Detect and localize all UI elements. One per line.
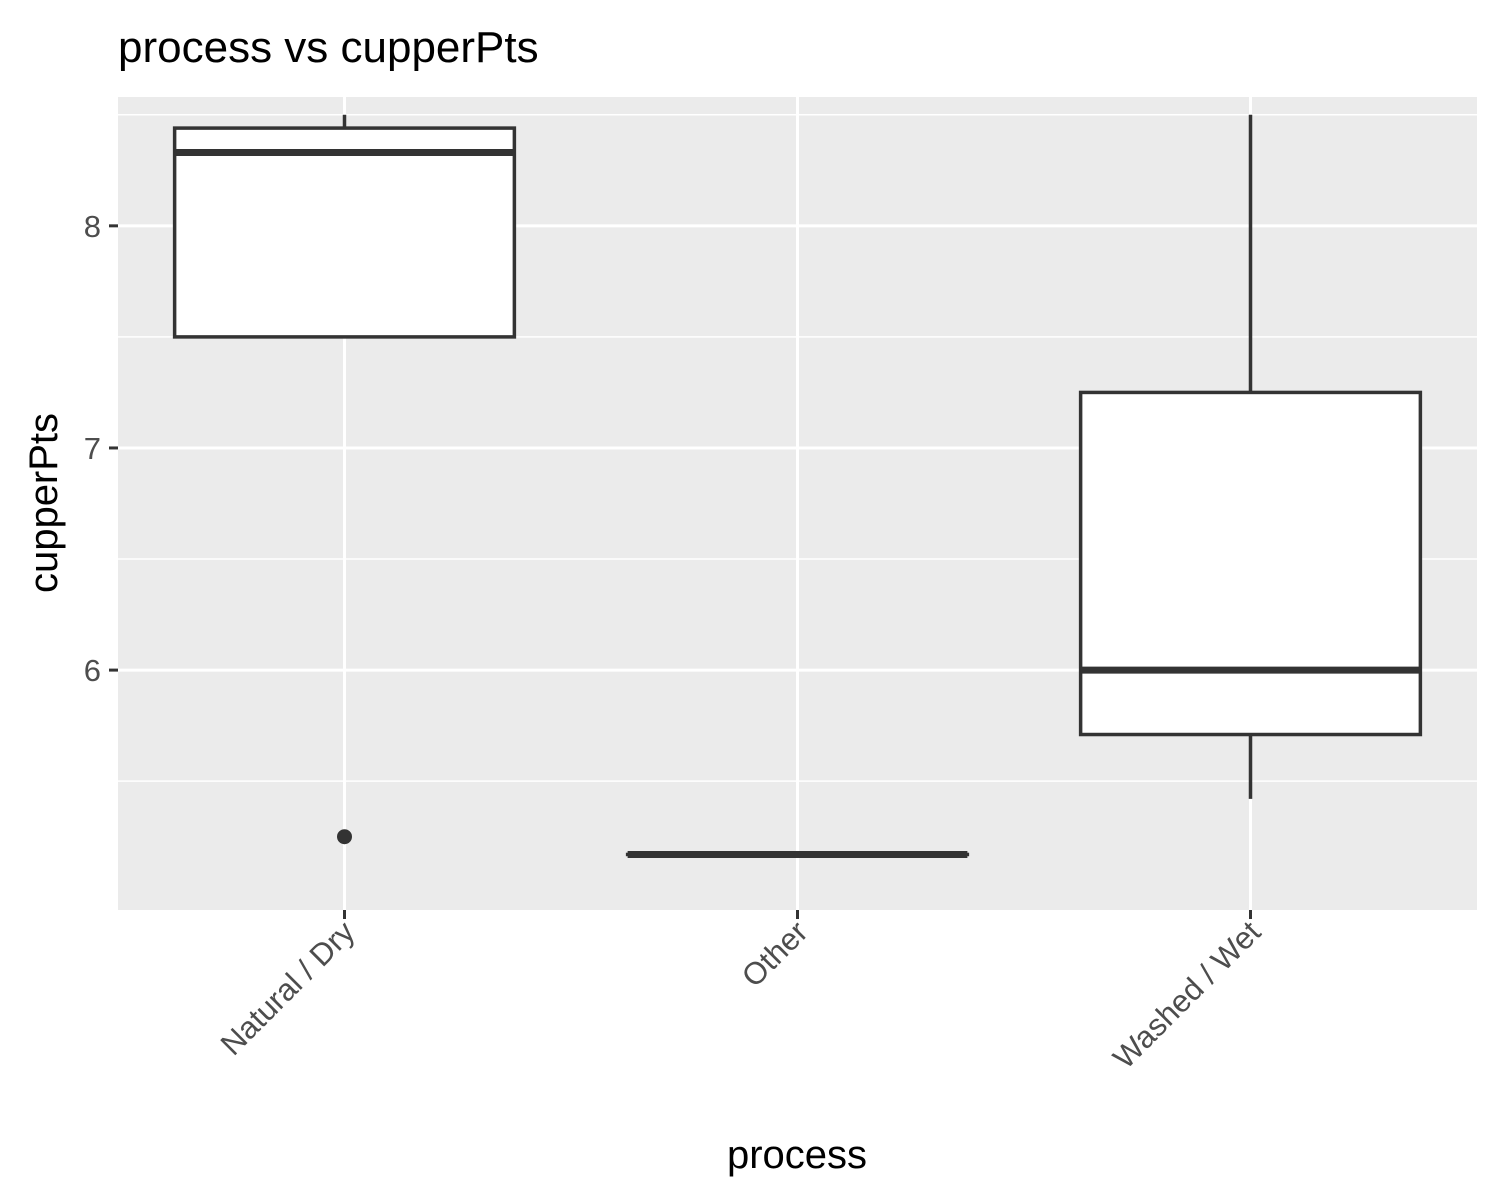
box-iqr (1078, 390, 1423, 737)
box-layer (172, 114, 1423, 858)
x-tick-label: Other (735, 914, 815, 994)
y-tick-label: 8 (84, 209, 101, 244)
chart-title: process vs cupperPts (118, 23, 539, 72)
y-tick-label: 6 (84, 653, 101, 688)
box-washed-wet (1078, 114, 1423, 799)
y-tick-label: 7 (84, 431, 101, 466)
x-tick-label: Natural / Dry (214, 914, 362, 1062)
y-axis-title: cupperPts (22, 413, 66, 593)
box-natural-dry (172, 114, 517, 845)
x-axis-title: process (727, 1133, 867, 1177)
x-tick-label: Washed / Wet (1106, 914, 1267, 1075)
outlier-point (337, 829, 352, 845)
box-iqr (172, 126, 517, 339)
